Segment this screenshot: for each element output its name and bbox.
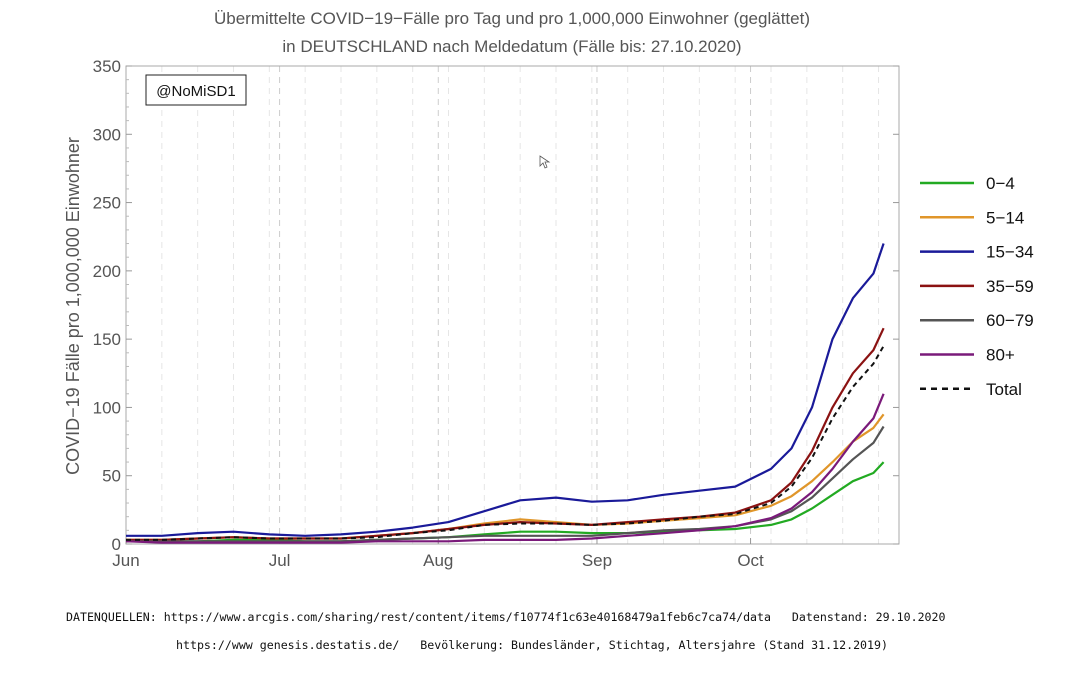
legend-label: 35−59 bbox=[986, 277, 1034, 296]
x-tick-label: Jul bbox=[269, 551, 291, 570]
y-tick-label: 200 bbox=[93, 262, 121, 281]
series-line-35−59 bbox=[126, 327, 885, 542]
x-tick-label: Sep bbox=[582, 551, 612, 570]
series-line-Total bbox=[126, 345, 885, 541]
footer-sources: DATENQUELLEN: https://www.arcgis.com/sha… bbox=[66, 610, 946, 624]
annotation-handle: @NoMiSD1 bbox=[156, 83, 235, 100]
y-tick-label: 0 bbox=[112, 535, 121, 554]
y-tick-label: 250 bbox=[93, 194, 121, 213]
cursor-icon bbox=[539, 155, 551, 169]
legend: 0−4 5−14 15−34 35−59 60−79 80+ Total bbox=[920, 174, 1034, 399]
x-tick-label: Oct bbox=[737, 551, 764, 570]
x-axis-ticks: Jun Jul Aug Sep Oct bbox=[112, 538, 764, 570]
y-axis-label: COVID−19 Fälle pro 1,000,000 Einwohner bbox=[63, 137, 83, 475]
x-tick-label: Aug bbox=[423, 551, 453, 570]
chart: Übermittelte COVID−19−Fälle pro Tag und … bbox=[63, 9, 1034, 570]
legend-label: Total bbox=[986, 380, 1022, 399]
y-axis-ticks: 0 50 100 150 200 250 300 350 bbox=[93, 57, 899, 554]
legend-label: 80+ bbox=[986, 346, 1015, 365]
legend-label: 0−4 bbox=[986, 174, 1015, 193]
plot-frame bbox=[125, 65, 900, 545]
y-tick-label: 350 bbox=[93, 57, 121, 76]
series-line-5−14 bbox=[126, 413, 885, 542]
series-lines bbox=[125, 243, 885, 544]
series-line-60−79 bbox=[126, 425, 885, 543]
y-tick-label: 300 bbox=[93, 125, 121, 144]
x-tick-label: Jun bbox=[112, 551, 139, 570]
y-tick-label: 150 bbox=[93, 330, 121, 349]
y-tick-label: 100 bbox=[93, 398, 121, 417]
series-line-15−34 bbox=[126, 243, 885, 537]
legend-label: 15−34 bbox=[986, 243, 1034, 262]
chart-subtitle: in DEUTSCHLAND nach Meldedatum (Fälle bi… bbox=[282, 37, 741, 56]
legend-label: 60−79 bbox=[986, 311, 1034, 330]
series-line-0−4 bbox=[126, 461, 885, 543]
series-line-80+ bbox=[125, 393, 885, 544]
footer-population: https://www genesis.destatis.de/ Bevölke… bbox=[176, 638, 888, 652]
legend-label: 5−14 bbox=[986, 208, 1024, 227]
grid-lines bbox=[125, 66, 880, 544]
annotation-box: @NoMiSD1 bbox=[145, 74, 247, 106]
chart-title: Übermittelte COVID−19−Fälle pro Tag und … bbox=[214, 9, 810, 28]
y-tick-label: 50 bbox=[102, 467, 121, 486]
